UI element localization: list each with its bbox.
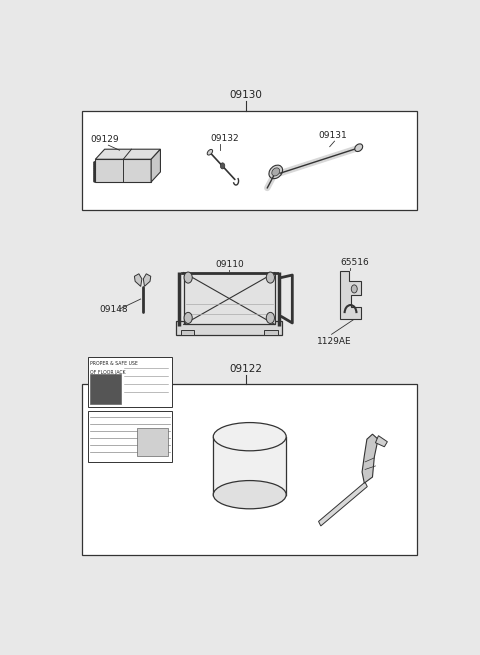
Ellipse shape xyxy=(207,149,213,155)
Bar xyxy=(83,384,417,555)
Ellipse shape xyxy=(355,144,363,151)
Text: 09110: 09110 xyxy=(215,260,244,269)
Polygon shape xyxy=(96,149,160,159)
Bar xyxy=(88,357,172,407)
Bar xyxy=(90,374,121,404)
Bar xyxy=(88,411,172,462)
Ellipse shape xyxy=(213,422,286,451)
Circle shape xyxy=(220,163,225,169)
Text: 09122: 09122 xyxy=(229,364,263,373)
Text: 09129: 09129 xyxy=(91,135,119,144)
Circle shape xyxy=(94,168,96,170)
Bar xyxy=(83,111,417,210)
Polygon shape xyxy=(264,329,278,335)
Polygon shape xyxy=(151,149,160,182)
Circle shape xyxy=(184,272,192,283)
Polygon shape xyxy=(362,434,378,483)
Circle shape xyxy=(184,312,192,324)
Polygon shape xyxy=(319,482,367,526)
Circle shape xyxy=(94,174,96,176)
Polygon shape xyxy=(180,329,194,335)
Circle shape xyxy=(266,272,275,283)
Circle shape xyxy=(94,176,96,178)
Circle shape xyxy=(94,162,96,164)
Text: 65516: 65516 xyxy=(341,257,370,267)
Polygon shape xyxy=(96,159,151,182)
Polygon shape xyxy=(176,322,282,335)
Polygon shape xyxy=(144,274,151,286)
Ellipse shape xyxy=(213,481,286,509)
Text: 09132: 09132 xyxy=(211,134,240,143)
Circle shape xyxy=(94,178,96,180)
Text: PROPER & SAFE USE: PROPER & SAFE USE xyxy=(90,361,138,366)
Circle shape xyxy=(266,312,275,324)
Circle shape xyxy=(94,164,96,166)
Text: 09130: 09130 xyxy=(229,90,263,100)
Circle shape xyxy=(94,170,96,172)
Circle shape xyxy=(94,166,96,168)
Ellipse shape xyxy=(269,165,283,179)
Text: OF FLOOR JACK: OF FLOOR JACK xyxy=(90,370,126,375)
Ellipse shape xyxy=(272,168,280,176)
Bar xyxy=(137,428,168,456)
Polygon shape xyxy=(375,436,387,447)
Circle shape xyxy=(94,172,96,174)
Text: 09131: 09131 xyxy=(318,131,347,140)
Polygon shape xyxy=(134,274,142,286)
Text: 09148: 09148 xyxy=(99,305,128,314)
Text: 1129AE: 1129AE xyxy=(317,337,351,346)
Circle shape xyxy=(94,180,96,182)
Bar xyxy=(184,272,275,324)
Circle shape xyxy=(351,285,357,293)
Polygon shape xyxy=(340,271,360,319)
